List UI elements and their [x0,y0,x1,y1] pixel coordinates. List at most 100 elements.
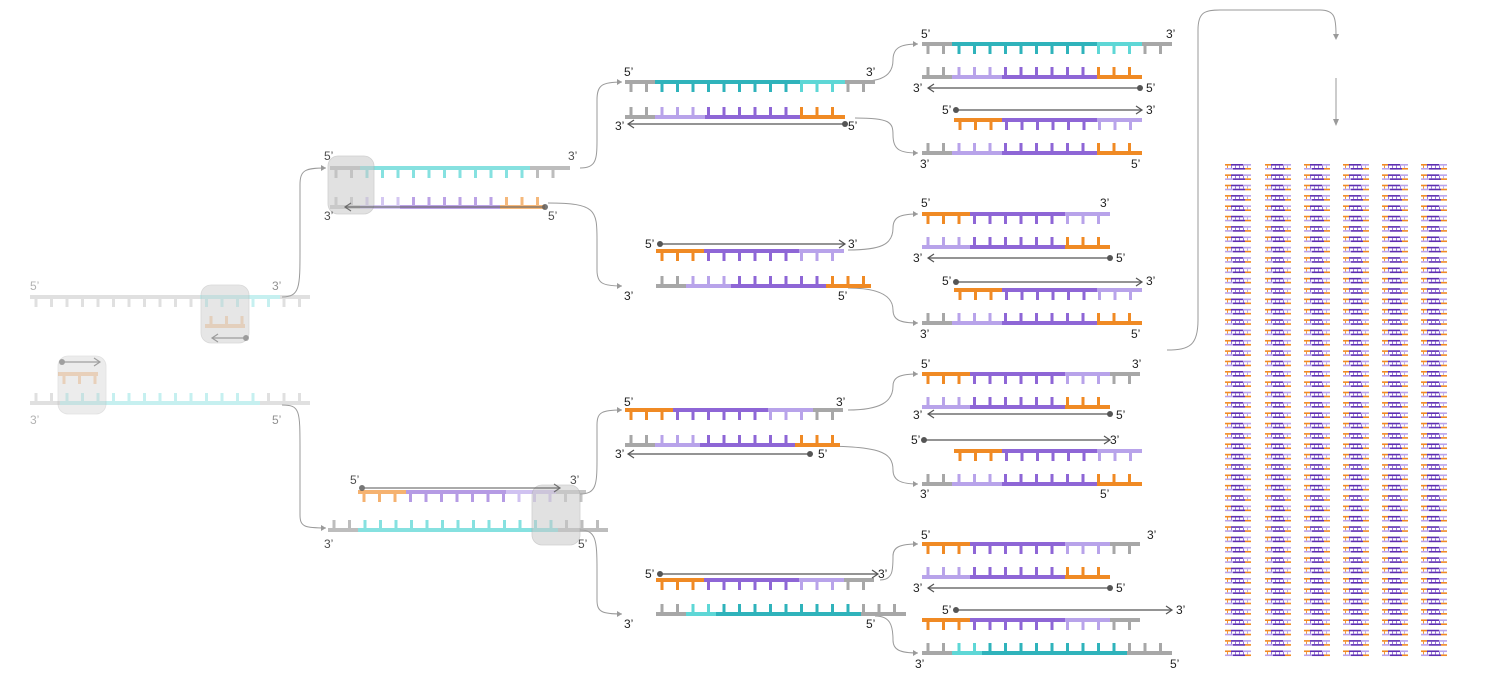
mini-tooth [1239,507,1240,510]
mini-segment [1271,267,1283,270]
mini-tooth [1326,600,1327,603]
mini-tooth [1384,465,1385,469]
mini-tooth [1396,589,1397,593]
mini-tooth [1388,403,1389,407]
backbone-segment [922,42,952,46]
mini-tooth [1314,289,1315,293]
mini-tooth [1247,196,1248,200]
dna-strand [625,80,875,92]
mini-tooth [1267,238,1268,241]
connector-lines [281,9,1339,656]
mini-tooth [1243,455,1244,458]
mini-tooth [1384,434,1385,438]
mini-segment [1382,205,1388,207]
mini-tooth [1388,558,1389,562]
base-tooth [958,290,962,300]
mini-segment [1231,619,1243,621]
mini-tooth [1396,414,1397,417]
base-tooth [1019,44,1023,54]
mini-segment [1324,499,1330,501]
mini-segment [1324,644,1330,646]
base-tooth [1097,313,1100,323]
mini-tooth [1231,300,1232,303]
base-tooth [707,251,710,261]
mini-segment [1421,288,1427,290]
mini-dna-product [1304,433,1330,439]
mini-tooth [1227,476,1228,479]
mini-tooth [1247,362,1248,365]
mini-tooth [1279,196,1280,200]
base-tooth [81,393,84,403]
mini-tooth [1435,403,1436,407]
mini-segment [1343,402,1349,404]
mini-segment [1441,488,1447,491]
mini-dna-product [1225,319,1251,325]
mini-tooth [1310,372,1311,375]
mini-segment [1400,371,1408,373]
mini-segment [1324,209,1330,211]
mini-segment [1388,391,1400,394]
mini-segment [1265,478,1273,481]
mini-segment [1225,619,1231,621]
mini-tooth [1357,465,1358,469]
mini-tooth [1275,579,1276,582]
mini-tooth [1384,445,1385,448]
base-tooth [676,107,679,117]
mini-segment [1245,375,1251,377]
mini-tooth [1439,258,1440,262]
mini-tooth [1349,341,1350,344]
mini-segment [1390,519,1402,522]
mini-segment [1324,478,1330,481]
end-label: 3’ [913,81,922,95]
mini-segment [1439,319,1447,321]
mini-segment [1343,261,1351,263]
mini-segment [1265,267,1271,270]
mini-tooth [1388,217,1389,220]
mini-tooth [1326,258,1327,262]
mini-segment [1388,236,1400,239]
mini-segment [1265,385,1273,387]
mini-segment [1382,602,1390,605]
mini-segment [1231,495,1243,497]
mini-tooth [1423,548,1424,551]
mini-tooth [1314,445,1315,448]
mini-tooth [1310,258,1311,262]
mini-tooth [1435,569,1436,572]
mini-dna-product [1343,422,1369,429]
mini-segment [1361,360,1369,363]
mini-segment [1343,195,1349,197]
mini-tooth [1231,548,1232,551]
mini-segment [1225,571,1233,574]
mini-segment [1324,343,1330,346]
mini-tooth [1326,486,1327,489]
mini-segment [1382,447,1390,450]
mini-tooth [1404,569,1405,572]
mini-segment [1388,484,1400,487]
base-tooth [815,82,819,92]
base-tooth [800,82,803,92]
mini-tooth [1388,631,1389,634]
mini-segment [1245,633,1251,636]
mini-dna-product [1304,205,1330,211]
mini-segment [1304,633,1312,636]
mini-tooth [1271,424,1272,427]
end-label: 5’ [911,433,920,447]
mini-tooth [1357,186,1358,189]
mini-segment [1382,178,1390,180]
mini-segment [1265,567,1271,570]
mini-dna-product [1343,267,1369,274]
mini-segment [1429,561,1441,563]
mini-tooth [1322,527,1323,531]
mini-segment [1273,509,1285,512]
mini-dna-product [1265,236,1291,243]
connector-line [579,81,623,169]
backbone-segment [656,249,704,253]
mini-tooth [1404,279,1405,282]
mini-segment [1421,240,1429,243]
base-tooth [127,297,131,307]
mini-tooth [1287,569,1288,572]
mini-tooth [1384,217,1385,220]
mini-segment [1312,406,1324,408]
mini-tooth [1235,476,1236,479]
mini-tooth [1243,320,1244,324]
